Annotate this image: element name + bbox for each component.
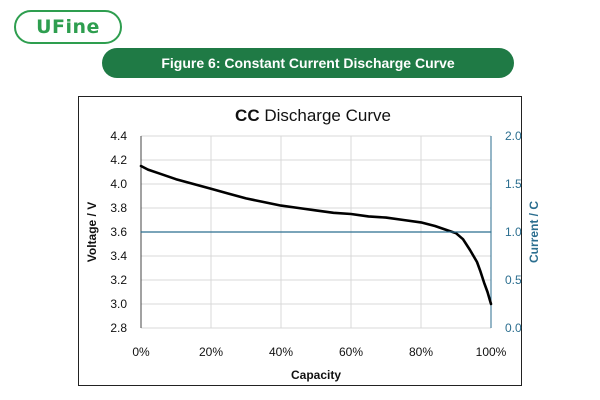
y-tick-label: 3.6 — [110, 225, 127, 239]
x-tick-label: 60% — [339, 345, 363, 359]
x-tick-label: 80% — [409, 345, 433, 359]
figure-title-banner: Figure 6: Constant Current Discharge Cur… — [102, 48, 514, 78]
figure-title: Figure 6: Constant Current Discharge Cur… — [161, 55, 455, 71]
logo-text: UFine — [36, 16, 100, 38]
y2-tick-label: 0.0 — [505, 321, 522, 335]
chart-frame — [78, 96, 522, 386]
y-tick-label: 3.8 — [110, 201, 127, 215]
x-tick-label: 0% — [132, 345, 150, 359]
chart-axes: 0% 20% 40% 60% 80% 100% 2.8 3.0 3.2 3.4 3.6 3.8 4.0 4… — [110, 129, 522, 359]
x-tick-label: 40% — [269, 345, 293, 359]
y2-tick-label: 1.0 — [505, 225, 522, 239]
y-tick-label: 3.4 — [110, 249, 127, 263]
chart-title: CC Discharge Curve — [235, 106, 391, 125]
y2-tick-label: 2.0 — [505, 129, 522, 143]
voltage-series-line — [139, 164, 493, 306]
y2-tick-label: 1.5 — [505, 177, 522, 191]
y-tick-label: 3.2 — [110, 273, 127, 287]
y-tick-label: 3.0 — [110, 297, 127, 311]
y-tick-label: 4.4 — [110, 129, 127, 143]
x-tick-label: 100% — [476, 345, 507, 359]
y-tick-label: 2.8 — [110, 321, 127, 335]
x-tick-label: 20% — [199, 345, 223, 359]
y-axis-label: Voltage / V — [85, 202, 99, 262]
chart-title-bold: CC — [235, 106, 260, 125]
y-tick-label: 4.0 — [110, 177, 127, 191]
ufine-logo: UFine — [14, 10, 122, 44]
y2-tick-label: 0.5 — [505, 273, 522, 287]
y2-axis-label: Current / C — [527, 201, 541, 263]
y-tick-label: 4.2 — [110, 153, 127, 167]
chart-title-rest: Discharge Curve — [260, 106, 391, 125]
chart-series — [139, 164, 493, 306]
x-axis-label: Capacity — [291, 368, 341, 382]
